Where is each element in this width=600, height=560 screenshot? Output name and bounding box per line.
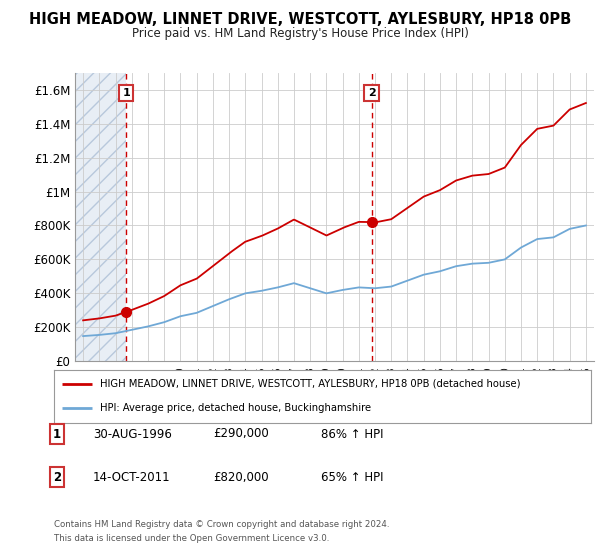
Text: £820,000: £820,000 xyxy=(213,470,269,484)
Text: 1: 1 xyxy=(53,427,61,441)
Text: 86% ↑ HPI: 86% ↑ HPI xyxy=(321,427,383,441)
Text: HIGH MEADOW, LINNET DRIVE, WESTCOTT, AYLESBURY, HP18 0PB (detached house): HIGH MEADOW, LINNET DRIVE, WESTCOTT, AYL… xyxy=(100,379,520,389)
Text: HPI: Average price, detached house, Buckinghamshire: HPI: Average price, detached house, Buck… xyxy=(100,403,371,413)
Text: 30-AUG-1996: 30-AUG-1996 xyxy=(93,427,172,441)
Text: HIGH MEADOW, LINNET DRIVE, WESTCOTT, AYLESBURY, HP18 0PB: HIGH MEADOW, LINNET DRIVE, WESTCOTT, AYL… xyxy=(29,12,571,27)
Bar xyxy=(75,73,126,361)
Text: £290,000: £290,000 xyxy=(213,427,269,441)
Text: 1: 1 xyxy=(122,88,130,98)
Text: 65% ↑ HPI: 65% ↑ HPI xyxy=(321,470,383,484)
Text: This data is licensed under the Open Government Licence v3.0.: This data is licensed under the Open Gov… xyxy=(54,534,329,543)
Text: 2: 2 xyxy=(53,470,61,484)
Text: Contains HM Land Registry data © Crown copyright and database right 2024.: Contains HM Land Registry data © Crown c… xyxy=(54,520,389,529)
Text: 14-OCT-2011: 14-OCT-2011 xyxy=(93,470,170,484)
Text: 2: 2 xyxy=(368,88,376,98)
Text: Price paid vs. HM Land Registry's House Price Index (HPI): Price paid vs. HM Land Registry's House … xyxy=(131,27,469,40)
